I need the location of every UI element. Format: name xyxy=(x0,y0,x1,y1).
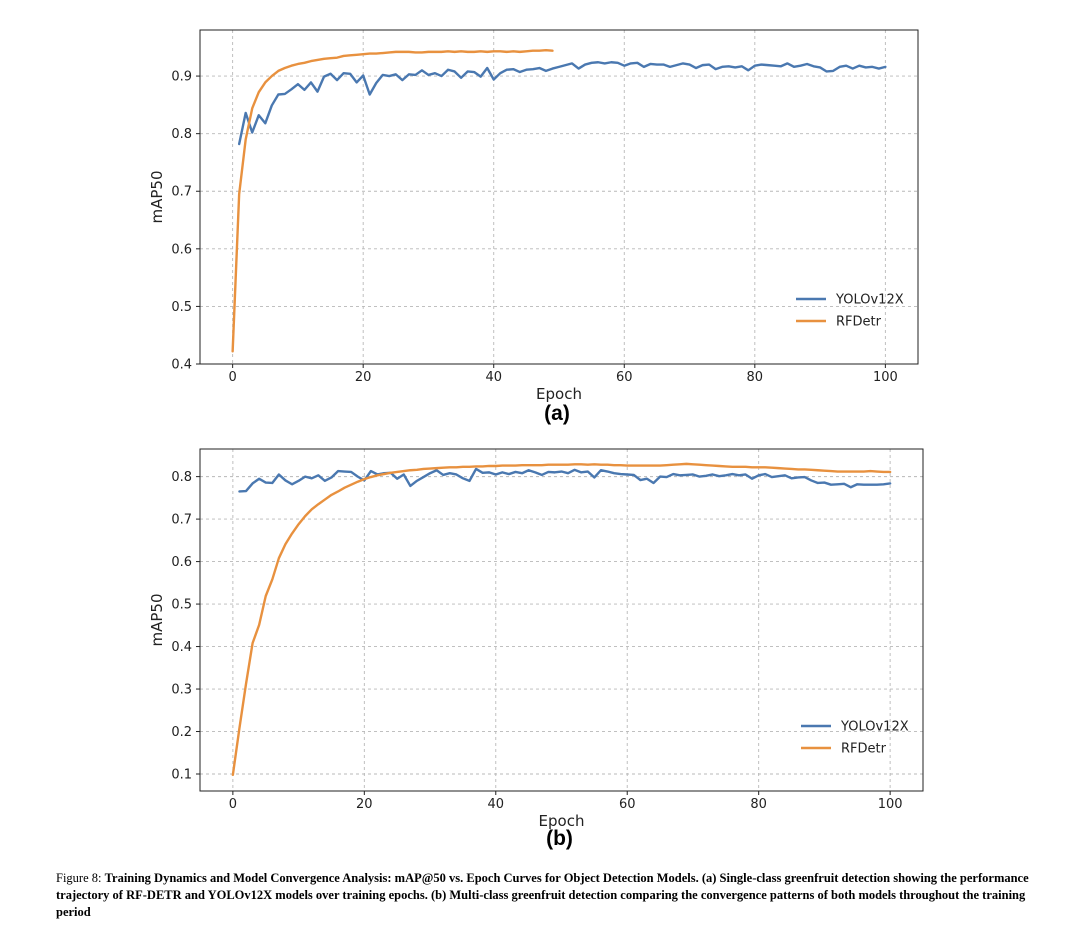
legend-label: YOLOv12X xyxy=(840,720,909,735)
y-tick-label: 0.5 xyxy=(171,300,192,315)
x-axis-label: Epoch xyxy=(536,385,582,403)
legend: YOLOv12X RFDetr xyxy=(796,293,904,330)
chart-panel-b: 0 20 40 60 80 100 0.1 0.2 0.3 0.4 0.5 0.6 0.7 0.8 Epoc… xyxy=(148,448,924,850)
x-tick-label: 0 xyxy=(229,797,237,812)
y-tick-label: 0.2 xyxy=(171,725,192,740)
legend-label: YOLOv12X xyxy=(835,293,904,308)
panel-label: (a) xyxy=(544,402,570,425)
x-tick-label: 100 xyxy=(873,370,898,385)
y-tick-label: 0.6 xyxy=(171,555,192,570)
y-tick-label: 0.8 xyxy=(171,470,192,485)
x-tick-label: 0 xyxy=(228,370,236,385)
y-tick-label: 0.9 xyxy=(171,70,192,85)
x-tick-label: 40 xyxy=(485,370,502,385)
x-tick-label: 60 xyxy=(619,797,636,812)
y-tick-label: 0.4 xyxy=(171,358,192,373)
caption-text: Training Dynamics and Model Convergence … xyxy=(56,871,1029,919)
series-line-rfdetr xyxy=(231,462,892,777)
x-tick-label: 80 xyxy=(750,797,767,812)
y-tick-label: 0.3 xyxy=(171,683,192,698)
chart-panel-a: 0 20 40 60 80 100 0.4 0.5 0.6 0.7 0.8 0.9 Epoch mAP50… xyxy=(148,29,919,425)
plot-frame xyxy=(199,448,924,792)
legend: YOLOv12X RFDetr xyxy=(801,720,909,757)
y-tick-label: 0.6 xyxy=(171,242,192,257)
x-tick-label: 40 xyxy=(487,797,504,812)
x-tick-label: 20 xyxy=(356,797,373,812)
figure-caption: Figure 8: Training Dynamics and Model Co… xyxy=(56,870,1056,921)
series-line-yolov12x xyxy=(237,61,887,146)
panel-label: (b) xyxy=(546,827,573,850)
figure: 0 20 40 60 80 100 0.4 0.5 0.6 0.7 0.8 0.9 Epoch mAP50… xyxy=(148,29,924,850)
legend-label: RFDetr xyxy=(836,315,882,330)
caption-prefix: Figure 8: xyxy=(56,871,105,885)
x-tick-label: 80 xyxy=(747,370,764,385)
y-tick-label: 0.7 xyxy=(171,185,192,200)
y-tick-label: 0.5 xyxy=(171,598,192,613)
series-line-rfdetr xyxy=(231,48,554,353)
y-axis-label: mAP50 xyxy=(148,170,166,223)
x-tick-label: 100 xyxy=(878,797,903,812)
x-axis-label: Epoch xyxy=(539,812,585,830)
plot-frame xyxy=(199,29,919,365)
y-tick-label: 0.4 xyxy=(171,640,192,655)
y-tick-label: 0.8 xyxy=(171,127,192,142)
y-axis-label: mAP50 xyxy=(148,593,166,646)
x-tick-label: 60 xyxy=(616,370,633,385)
legend-label: RFDetr xyxy=(841,742,887,757)
x-tick-label: 20 xyxy=(355,370,372,385)
series-line-yolov12x xyxy=(238,467,892,493)
y-tick-label: 0.1 xyxy=(171,768,192,783)
y-tick-label: 0.7 xyxy=(171,513,192,528)
